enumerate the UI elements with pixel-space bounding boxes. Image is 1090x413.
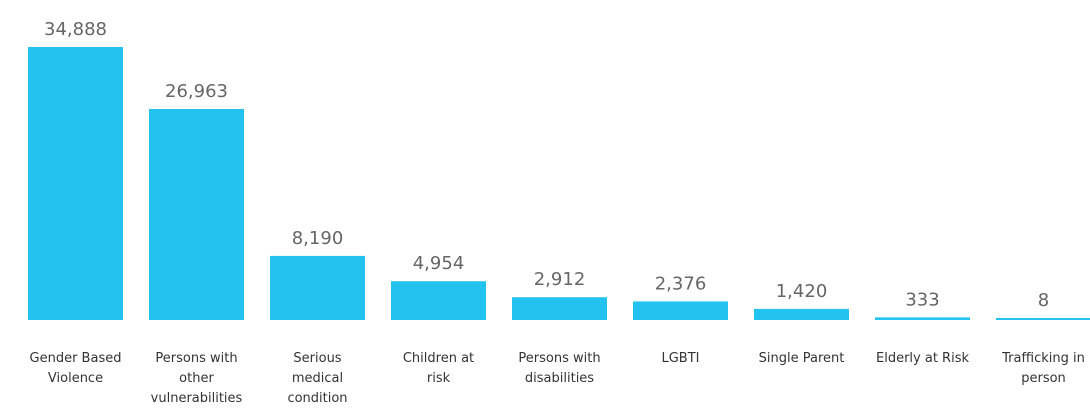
value-label-4: 2,912 <box>534 269 586 290</box>
value-label-1: 26,963 <box>165 81 228 102</box>
category-labels-group: Gender Based Violence Persons with other vul… <box>30 351 1085 406</box>
value-label-5: 2,376 <box>655 273 707 294</box>
value-labels-group: 34,888 26,963 8,190 4,954 2,912 2,376 1,420 333… <box>44 19 1049 311</box>
bar-5 <box>633 301 728 320</box>
bar-2 <box>270 255 365 320</box>
bar-6 <box>754 308 849 320</box>
value-label-2: 8,190 <box>292 228 344 249</box>
bar-1 <box>149 109 244 320</box>
value-label-3: 4,954 <box>413 253 465 274</box>
category-label-8: Trafficking in person <box>1001 351 1085 386</box>
category-label-4: Persons with disabilities <box>518 351 600 386</box>
value-label-6: 1,420 <box>776 281 828 302</box>
bar-8 <box>996 318 1090 320</box>
bars-group <box>28 47 1090 320</box>
category-label-5: LGBTI <box>661 351 699 366</box>
bar-4 <box>512 297 607 320</box>
value-label-8: 8 <box>1038 290 1049 311</box>
value-label-7: 333 <box>905 289 939 310</box>
category-label-0: Gender Based Violence <box>30 351 122 386</box>
category-label-1: Persons with other vulnerabilities <box>151 351 243 406</box>
bar-0 <box>28 47 123 320</box>
value-label-0: 34,888 <box>44 19 107 40</box>
bar-7 <box>875 317 970 320</box>
bar-3 <box>391 281 486 320</box>
category-label-6: Single Parent <box>759 351 845 366</box>
category-label-3: Children at risk <box>403 351 474 386</box>
category-label-7: Elderly at Risk <box>876 351 969 366</box>
category-label-2: Serious medical condition <box>287 351 347 406</box>
